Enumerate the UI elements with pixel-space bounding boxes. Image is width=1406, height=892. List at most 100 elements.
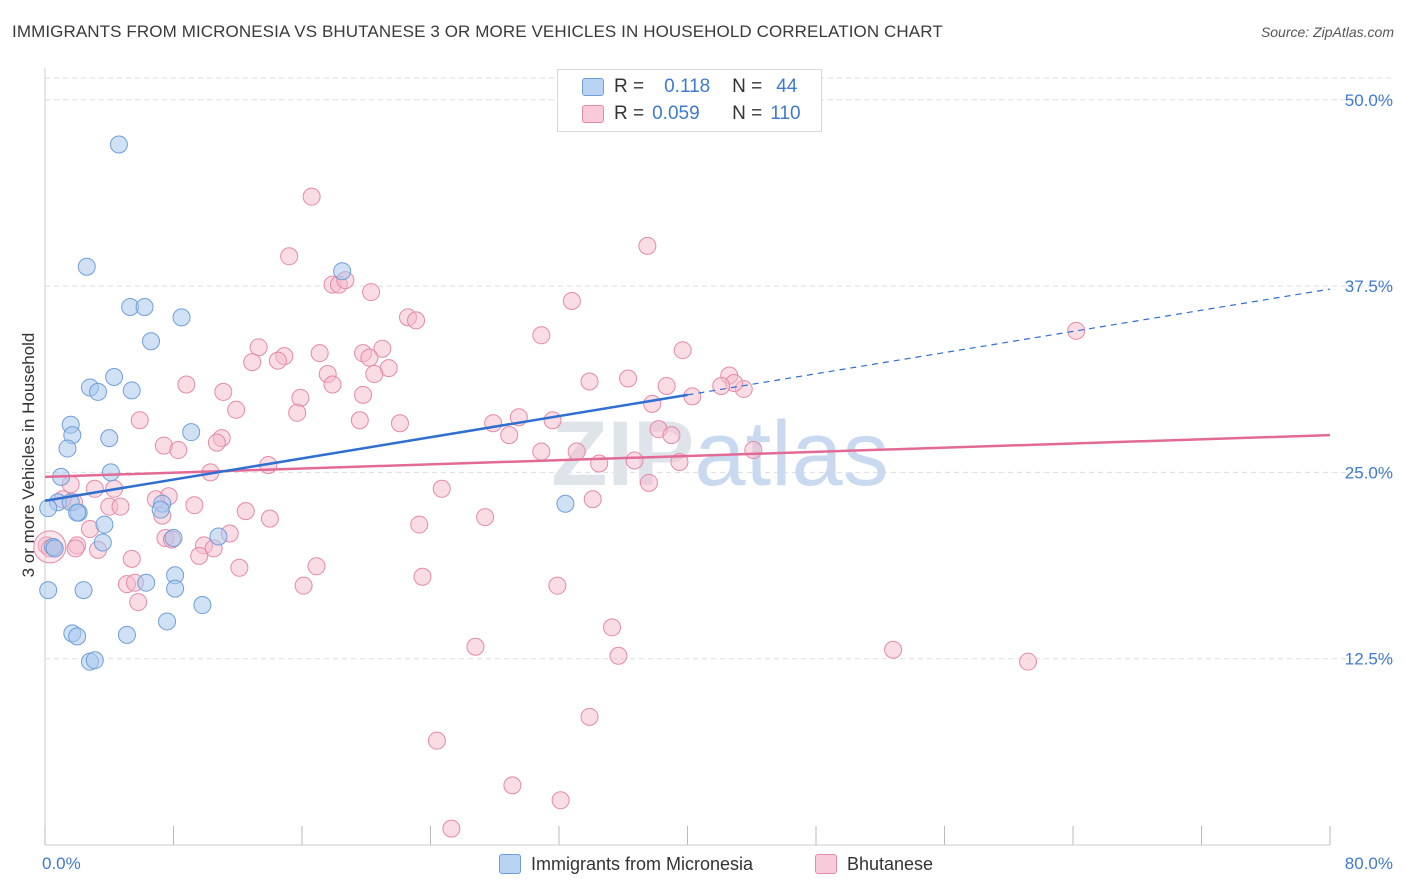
bhutanese-point <box>362 283 381 302</box>
bhutanese-point <box>310 344 329 363</box>
bhutanese-point <box>744 441 763 460</box>
legend-r-label: R = <box>614 76 645 97</box>
bhutanese-point <box>427 731 446 750</box>
bhutanese-point <box>294 576 313 595</box>
micronesia-point <box>93 533 112 552</box>
bhutanese-point <box>484 414 503 433</box>
bottom-legend-label: Immigrants from Micronesia <box>531 853 754 874</box>
bhutanese-point <box>280 247 299 266</box>
bhutanese-point <box>580 372 599 391</box>
chart-title: IMMIGRANTS FROM MICRONESIA VS BHUTANESE … <box>12 22 943 41</box>
legend-n-label: N = <box>732 76 763 97</box>
micronesia-point <box>100 429 119 448</box>
y-tick-label: 25.0% <box>1345 463 1393 482</box>
bhutanese-point <box>350 411 369 430</box>
bhutanese-point <box>122 549 141 568</box>
bhutanese-point <box>884 640 903 659</box>
bhutanese-point <box>466 637 485 656</box>
micronesia-point <box>105 368 124 387</box>
bhutanese-point <box>373 339 392 358</box>
micronesia-point <box>122 381 141 400</box>
bhutanese-point <box>130 411 149 430</box>
micronesia-point <box>85 651 104 670</box>
legend-n-label: N = <box>732 103 763 124</box>
micronesia-point <box>142 332 161 351</box>
micronesia-point <box>95 515 114 534</box>
bhutanese-point <box>683 387 702 406</box>
micronesia-point <box>117 625 136 644</box>
legend-row-micronesia: R = 0.118 N = 44 <box>582 75 797 99</box>
bhutanese-point <box>500 426 519 445</box>
bhutanese-point <box>365 365 384 384</box>
bhutanese-point <box>548 576 567 595</box>
y-tick-label: 12.5% <box>1345 650 1393 669</box>
bhutanese-point <box>503 776 522 795</box>
micronesia-trend-extension <box>687 288 1331 396</box>
bhutanese-point <box>111 497 130 516</box>
micronesia-point <box>77 257 96 276</box>
bhutanese-point <box>619 369 638 388</box>
micronesia-point <box>209 527 228 546</box>
bhutanese-point <box>712 376 731 395</box>
bhutanese-point <box>625 451 644 470</box>
bhutanese-point <box>214 382 233 401</box>
bhutanese-point <box>236 502 255 521</box>
micronesia-point <box>158 612 177 631</box>
bhutanese-point <box>662 426 681 445</box>
micronesia-point <box>74 581 93 600</box>
legend-swatch-pink <box>582 105 604 123</box>
bhutanese-point <box>567 442 586 461</box>
watermark: ZIPatlas <box>551 403 888 505</box>
bhutanese-point <box>177 375 196 394</box>
bhutanese-point <box>562 292 581 311</box>
bhutanese-point <box>673 341 692 360</box>
bhutanese-point <box>66 539 85 558</box>
bhutanese-point <box>390 414 409 433</box>
bhutanese-point <box>207 433 226 452</box>
bhutanese-point <box>432 479 451 498</box>
bhutanese-point <box>413 567 432 586</box>
legend-r-value: 0.059 <box>652 103 700 124</box>
x-tick-label: 80.0% <box>1345 854 1393 873</box>
micronesia-point <box>556 494 575 513</box>
micronesia-point <box>109 135 128 154</box>
bhutanese-point <box>532 442 551 461</box>
bhutanese-point <box>249 338 268 357</box>
bottom-legend-label: Bhutanese <box>847 853 934 874</box>
micronesia-point <box>58 439 77 458</box>
bhutanese-point <box>169 441 188 460</box>
bhutanese-point <box>532 326 551 345</box>
bhutanese-point <box>230 558 249 577</box>
micronesia-point <box>193 596 212 615</box>
bhutanese-point <box>442 819 461 838</box>
bhutanese-point <box>323 375 342 394</box>
micronesia-point <box>151 500 170 519</box>
bhutanese-point <box>583 490 602 509</box>
micronesia-point <box>45 539 64 558</box>
micronesia-point <box>39 581 58 600</box>
bhutanese-point <box>185 496 204 515</box>
y-tick-label: 37.5% <box>1345 277 1393 296</box>
bhutanese-point <box>638 236 657 255</box>
bottom-legend-swatch-blue <box>499 854 521 874</box>
micronesia-point <box>166 579 185 598</box>
bhutanese-point <box>129 593 148 612</box>
micronesia-point <box>333 262 352 281</box>
y-axis-title: 3 or more Vehicles in Household <box>19 332 38 578</box>
bhutanese-point <box>354 385 373 404</box>
bhutanese-point <box>302 187 321 206</box>
bhutanese-point <box>1019 652 1038 671</box>
bhutanese-point <box>288 403 307 422</box>
bottom-legend-bhutanese: Bhutanese <box>815 851 933 877</box>
bhutanese-point <box>476 508 495 527</box>
source-credit: Source: ZipAtlas.com <box>1260 24 1394 40</box>
legend-n-value: 110 <box>770 103 801 124</box>
bhutanese-point <box>639 473 658 492</box>
legend-r-label: R = <box>614 103 645 124</box>
bhutanese-point <box>551 791 570 810</box>
micronesia-point <box>182 423 201 442</box>
bhutanese-point <box>543 411 562 430</box>
legend-n-value: 44 <box>776 76 798 97</box>
legend-row-bhutanese: R = 0.059 N = 110 <box>582 102 801 126</box>
micronesia-point <box>89 382 108 401</box>
